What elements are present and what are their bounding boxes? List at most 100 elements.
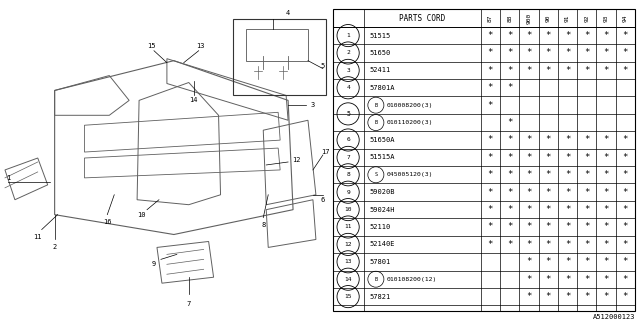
Text: *: *: [623, 257, 628, 266]
Text: *: *: [565, 48, 570, 58]
Text: A512000123: A512000123: [593, 314, 635, 320]
Text: 14: 14: [344, 277, 352, 282]
Text: 57801A: 57801A: [370, 85, 396, 91]
Text: B: B: [374, 120, 378, 125]
Text: *: *: [604, 240, 609, 249]
Text: *: *: [526, 292, 532, 301]
Text: 4: 4: [346, 85, 350, 90]
Text: *: *: [584, 31, 589, 40]
Text: *: *: [604, 275, 609, 284]
Text: *: *: [623, 170, 628, 179]
Text: *: *: [545, 170, 551, 179]
Text: 17: 17: [321, 149, 330, 155]
Text: 6: 6: [321, 197, 325, 203]
Text: 92: 92: [584, 14, 589, 22]
Text: *: *: [584, 66, 589, 75]
Text: *: *: [507, 205, 513, 214]
Text: 51515A: 51515A: [370, 154, 396, 160]
Text: 5: 5: [346, 111, 350, 117]
Text: *: *: [488, 101, 493, 110]
Text: *: *: [604, 170, 609, 179]
Text: *: *: [507, 188, 513, 197]
Text: *: *: [526, 153, 532, 162]
Text: *: *: [526, 257, 532, 266]
Text: *: *: [507, 66, 513, 75]
Text: 11: 11: [33, 235, 42, 241]
Text: 3: 3: [311, 102, 315, 108]
Text: *: *: [545, 275, 551, 284]
Text: *: *: [565, 153, 570, 162]
Text: 1: 1: [6, 175, 10, 181]
Text: *: *: [623, 153, 628, 162]
Text: *: *: [623, 292, 628, 301]
Text: *: *: [565, 205, 570, 214]
Text: *: *: [488, 188, 493, 197]
Text: *: *: [584, 188, 589, 197]
Text: 16: 16: [103, 219, 111, 225]
Text: *: *: [526, 275, 532, 284]
Text: B: B: [374, 277, 378, 282]
Text: 010008200(3): 010008200(3): [387, 103, 433, 108]
Text: 1: 1: [346, 33, 350, 38]
Text: 94: 94: [623, 14, 628, 22]
Text: *: *: [565, 31, 570, 40]
Text: 93: 93: [604, 14, 609, 22]
Text: *: *: [623, 188, 628, 197]
Text: *: *: [526, 240, 532, 249]
Text: *: *: [623, 31, 628, 40]
Text: 6: 6: [346, 138, 350, 142]
Text: 52140E: 52140E: [370, 241, 396, 247]
Text: 87: 87: [488, 14, 493, 22]
Text: *: *: [584, 222, 589, 231]
FancyBboxPatch shape: [333, 10, 635, 310]
Text: *: *: [526, 205, 532, 214]
Text: 9: 9: [346, 190, 350, 195]
Text: *: *: [565, 275, 570, 284]
Text: *: *: [623, 48, 628, 58]
Text: *: *: [584, 48, 589, 58]
Text: 10: 10: [137, 212, 145, 218]
Text: *: *: [507, 222, 513, 231]
Text: 15: 15: [344, 294, 352, 299]
Text: *: *: [545, 66, 551, 75]
Text: 9: 9: [152, 261, 156, 267]
Text: *: *: [604, 188, 609, 197]
Text: *: *: [623, 275, 628, 284]
Text: *: *: [623, 240, 628, 249]
Text: *: *: [488, 83, 493, 92]
Text: *: *: [584, 205, 589, 214]
Text: 88: 88: [507, 14, 512, 22]
Text: *: *: [584, 292, 589, 301]
Text: *: *: [545, 292, 551, 301]
Text: 14: 14: [189, 97, 198, 103]
Text: 10: 10: [344, 207, 352, 212]
Text: *: *: [488, 205, 493, 214]
Text: 11: 11: [344, 225, 352, 229]
Text: 51650A: 51650A: [370, 137, 396, 143]
Text: *: *: [507, 153, 513, 162]
Text: *: *: [488, 240, 493, 249]
Text: 010110200(3): 010110200(3): [387, 120, 433, 125]
Text: 2: 2: [346, 51, 350, 55]
Text: *: *: [488, 135, 493, 145]
Text: 8: 8: [346, 172, 350, 177]
Text: *: *: [584, 240, 589, 249]
Text: *: *: [545, 31, 551, 40]
Text: *: *: [623, 222, 628, 231]
Text: *: *: [526, 170, 532, 179]
Text: 045005120(3): 045005120(3): [387, 172, 433, 177]
Text: *: *: [584, 135, 589, 145]
Text: 5: 5: [321, 63, 325, 68]
Text: *: *: [545, 135, 551, 145]
Text: *: *: [565, 222, 570, 231]
Text: *: *: [584, 275, 589, 284]
Text: *: *: [488, 222, 493, 231]
Text: *: *: [488, 31, 493, 40]
Text: *: *: [545, 257, 551, 266]
Text: 8: 8: [261, 221, 266, 228]
Text: *: *: [507, 31, 513, 40]
Text: 57801: 57801: [370, 259, 391, 265]
Text: 57821: 57821: [370, 294, 391, 300]
Text: *: *: [488, 170, 493, 179]
Text: *: *: [526, 31, 532, 40]
